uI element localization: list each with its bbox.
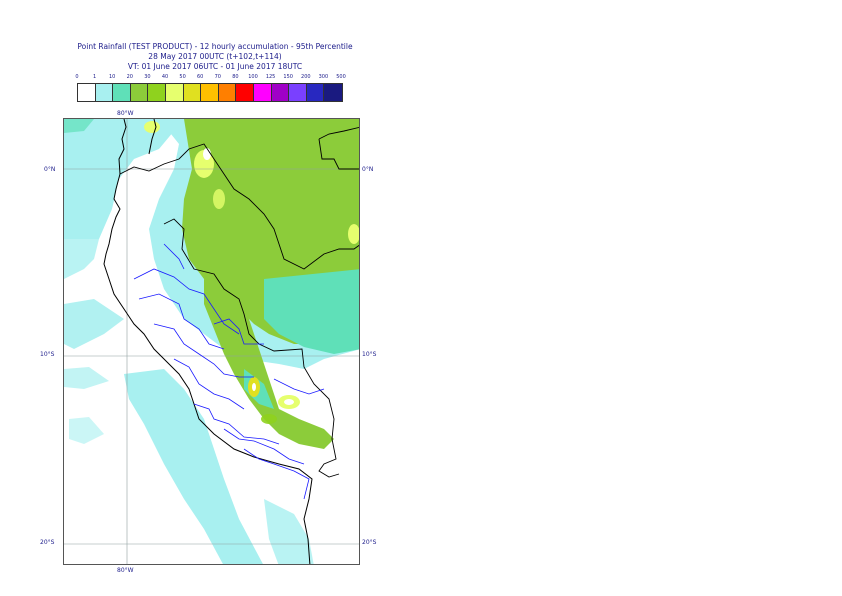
legend-tick-label: 80 — [232, 74, 239, 80]
legend-swatch — [130, 84, 149, 101]
lon-label-bottom: 80°W — [117, 567, 134, 574]
lon-label-top: 80°W — [117, 110, 134, 117]
legend-swatch — [113, 84, 131, 101]
legend-swatch — [201, 84, 219, 101]
legend-tick-label: 10 — [109, 74, 116, 80]
legend-swatch — [236, 84, 254, 101]
legend-tick-label: 40 — [161, 74, 169, 80]
legend-swatch — [324, 84, 342, 101]
rainfall-map — [64, 119, 359, 564]
map-panel — [63, 118, 360, 565]
legend-tick-label: 200 — [301, 74, 311, 80]
legend-swatch — [289, 84, 307, 101]
legend-tick-labels: 0 1 10 20 30 40 50 60 70 80 100 125 150 200 300 500 — [70, 74, 360, 82]
legend-tick-label: 60 — [197, 74, 204, 80]
legend-swatch — [183, 84, 202, 101]
lat-label-20-left: 20°S — [40, 539, 55, 546]
legend-swatch — [253, 84, 272, 101]
heavy-rain-cells — [144, 121, 359, 424]
graticule — [64, 119, 359, 564]
title-line-3: VT: 01 June 2017 06UTC - 01 June 2017 18… — [127, 62, 303, 71]
legend-tick-label: 125 — [265, 74, 276, 80]
legend-swatch — [306, 84, 325, 101]
country-borders — [119, 127, 359, 478]
color-legend: 0 1 10 20 30 40 50 60 70 80 100 125 150 200 300 500 — [70, 74, 360, 102]
legend-swatch — [165, 84, 184, 101]
legend-tick-label: 500 — [336, 74, 346, 80]
legend-swatch — [271, 84, 290, 101]
lat-label-0-right: 0°N — [362, 166, 374, 173]
map-title: Point Rainfall (TEST PRODUCT) - 12 hourl… — [40, 42, 390, 72]
lat-label-10-right: 10°S — [362, 351, 377, 358]
legend-tick-label: 30 — [144, 74, 151, 80]
coastline — [103, 119, 313, 564]
legend-tick-label: 1 — [93, 74, 97, 80]
legend-tick-label: 50 — [179, 74, 186, 80]
lat-label-20-right: 20°S — [362, 539, 377, 546]
legend-swatch — [218, 84, 237, 101]
ocean-rain-field — [64, 119, 314, 564]
legend-tick-label: 20 — [126, 74, 133, 80]
legend-tick-label: 70 — [214, 74, 221, 80]
legend-tick-label: 100 — [248, 74, 258, 80]
title-line-1: Point Rainfall (TEST PRODUCT) - 12 hourl… — [77, 42, 353, 51]
land-rain-field — [149, 119, 359, 449]
legend-swatch — [78, 84, 96, 101]
regional-boundaries — [133, 243, 325, 500]
legend-swatch — [95, 84, 114, 101]
title-line-2: 28 May 2017 00UTC (t+102,t+114) — [148, 52, 282, 61]
legend-tick-label: 0 — [75, 74, 79, 80]
legend-swatch — [148, 84, 166, 101]
lat-label-10-left: 10°S — [40, 351, 55, 358]
legend-tick-label: 150 — [283, 74, 293, 80]
legend-color-bar — [77, 83, 343, 102]
lat-label-0-left: 0°N — [44, 166, 56, 173]
legend-tick-label: 300 — [318, 74, 329, 80]
